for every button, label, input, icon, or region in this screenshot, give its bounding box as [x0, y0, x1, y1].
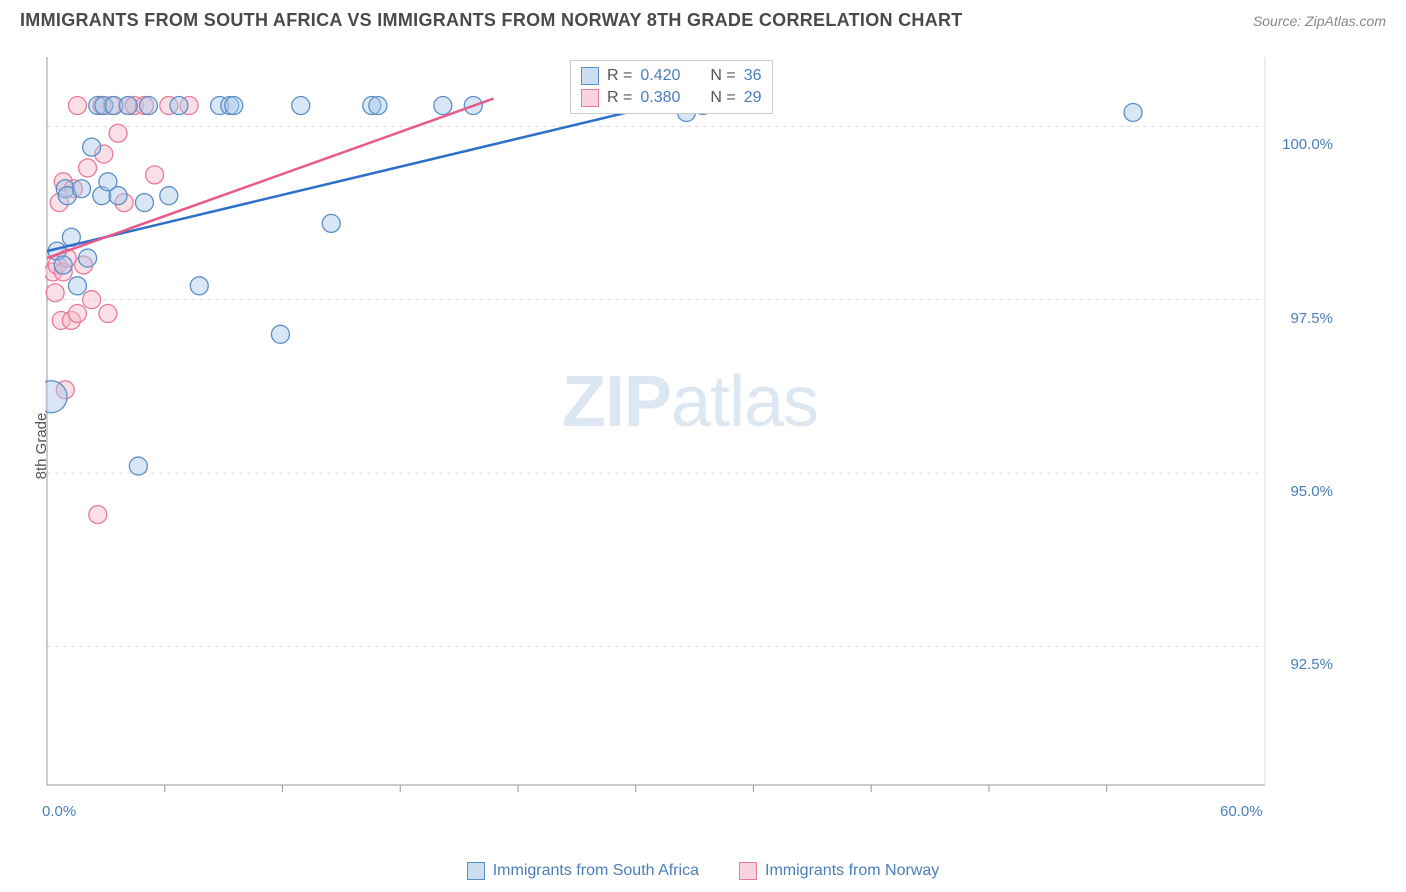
stats-legend: R = 0.420 N = 36 R = 0.380 N = 29	[570, 60, 773, 114]
y-tick-label: 92.5%	[1290, 656, 1333, 673]
stats-r-value: 0.420	[640, 67, 680, 85]
stats-n-label: N =	[710, 67, 735, 85]
chart-source: Source: ZipAtlas.com	[1253, 13, 1386, 29]
x-tick-label: 0.0%	[42, 803, 76, 820]
legend-swatch-icon	[581, 89, 599, 107]
source-name: ZipAtlas.com	[1305, 13, 1386, 29]
series-legend-item: Immigrants from South Africa	[467, 862, 699, 880]
stats-legend-row: R = 0.380 N = 29	[581, 87, 762, 109]
chart-title: IMMIGRANTS FROM SOUTH AFRICA VS IMMIGRAN…	[20, 10, 963, 31]
legend-swatch-icon	[581, 67, 599, 85]
stats-r-label: R =	[607, 67, 632, 85]
series-legend-label: Immigrants from South Africa	[493, 862, 699, 880]
scatter-plot	[45, 55, 1335, 825]
x-tick-label: 60.0%	[1220, 803, 1263, 820]
series-legend-item: Immigrants from Norway	[739, 862, 939, 880]
y-tick-label: 95.0%	[1290, 483, 1333, 500]
legend-swatch-icon	[739, 862, 757, 880]
stats-n-value: 36	[744, 67, 762, 85]
source-prefix: Source:	[1253, 13, 1305, 29]
series-legend: Immigrants from South Africa Immigrants f…	[0, 862, 1406, 880]
chart-area: ZIPatlas R = 0.420N = 36R = 0.380N = 29 …	[45, 55, 1335, 825]
chart-header: IMMIGRANTS FROM SOUTH AFRICA VS IMMIGRAN…	[0, 0, 1406, 31]
series-legend-label: Immigrants from Norway	[765, 862, 939, 880]
y-tick-label: 100.0%	[1282, 136, 1333, 153]
stats-r-label: R =	[607, 89, 632, 107]
stats-n-label: N =	[710, 89, 735, 107]
stats-n-value: 29	[744, 89, 762, 107]
stats-legend-row: R = 0.420 N = 36	[581, 65, 762, 87]
legend-swatch-icon	[467, 862, 485, 880]
y-tick-label: 97.5%	[1290, 310, 1333, 327]
stats-r-value: 0.380	[640, 89, 680, 107]
